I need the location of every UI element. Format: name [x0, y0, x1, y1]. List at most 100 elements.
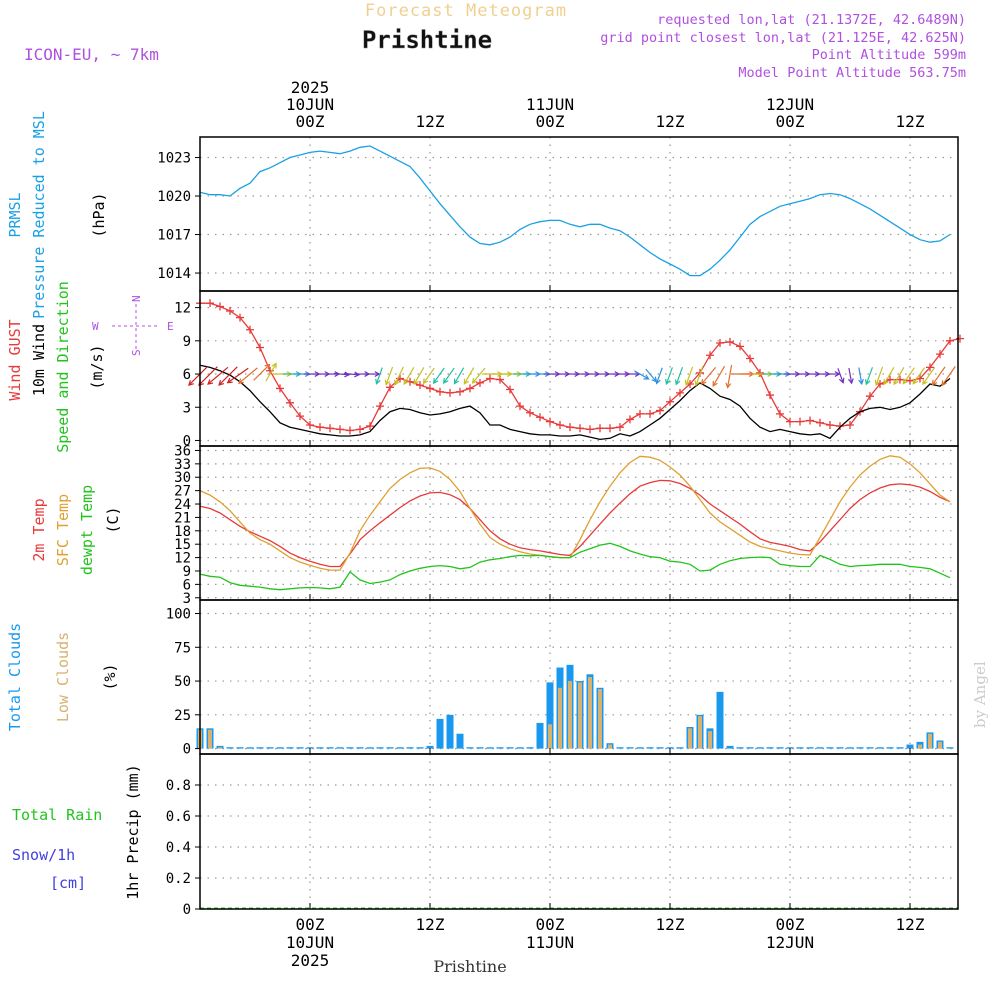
- time-top-0-1: 10JUN: [286, 95, 334, 114]
- ytick-label-temp-2: 9: [183, 564, 191, 580]
- wind-arrow-1: [198, 366, 218, 386]
- compass-e: E: [167, 320, 174, 333]
- time-top-4-0: 12JUN: [766, 95, 814, 114]
- cloud-low-bar-40: [598, 689, 602, 749]
- gust-marker-32: [516, 402, 524, 411]
- cloud-total-bar-53: [726, 745, 734, 749]
- gust-marker-45: [646, 409, 654, 418]
- wind-arrowhead-3: [218, 379, 225, 386]
- wind-arrow-25: [443, 367, 455, 384]
- ytick-label-temp-10: 33: [174, 457, 191, 473]
- wind-arrowhead-14: [344, 371, 351, 378]
- cloud-total-bar-69: [886, 747, 894, 749]
- gust-marker-16: [356, 425, 364, 434]
- gust-marker-42: [616, 423, 624, 432]
- labels-layer: 1014101710201023036912369121518212427303…: [6, 78, 925, 970]
- gust-marker-5: [246, 325, 254, 334]
- axis-label-wind-2: Speed and Direction: [54, 281, 72, 453]
- gust-marker-62: [816, 418, 824, 427]
- gust-marker-29: [486, 374, 494, 383]
- wind-arrowhead-70: [893, 379, 899, 386]
- wind-arrowhead-4: [226, 377, 233, 384]
- wind-arrow-50: [695, 366, 704, 386]
- ytick-label-clouds-3: 75: [174, 640, 191, 656]
- panel-frame-pressure: [199, 136, 959, 292]
- wind-arrow-26: [453, 367, 465, 384]
- wind-arrow-4: [227, 367, 249, 384]
- gust-marker-61: [806, 416, 814, 425]
- wind-arrowhead-74: [931, 379, 938, 386]
- gust-marker-8: [276, 384, 284, 393]
- gust-marker-48: [676, 388, 684, 397]
- gust-marker-64: [836, 422, 844, 431]
- cloud-total-bar-34: [536, 722, 544, 749]
- gust-marker-12: [316, 423, 324, 432]
- gust-marker-43: [626, 415, 634, 424]
- wind-arrowhead-46: [655, 378, 661, 385]
- gust-marker-74: [936, 350, 944, 359]
- gust-marker-11: [306, 420, 314, 429]
- wind-arrowhead-72: [912, 378, 919, 385]
- wind-arrowhead-7: [271, 362, 277, 369]
- wind-arrowhead-68: [874, 379, 881, 386]
- gust-marker-35: [546, 417, 554, 426]
- ytick-label-clouds-1: 25: [174, 708, 191, 724]
- cloud-low-bar-2: [218, 747, 222, 749]
- gust-marker-38: [576, 424, 584, 433]
- ytick-label-precip-3: 0.6: [166, 809, 191, 825]
- ytick-label-wind-0: 0: [183, 433, 191, 449]
- wind-arrow-45: [645, 368, 657, 382]
- cloud-total-bar-33: [526, 747, 534, 749]
- wind-arrowhead-51: [700, 378, 707, 385]
- wind-arrow-23: [423, 367, 435, 384]
- cloud-total-bar-23: [426, 745, 434, 749]
- cloud-total-bar-65: [846, 747, 854, 749]
- series-pressure-0: [199, 145, 951, 277]
- cloud-low-bar-35: [548, 724, 552, 749]
- gust-marker-19: [386, 383, 394, 392]
- cloud-total-bar-42: [616, 747, 624, 749]
- cloud-total-bar-20: [396, 747, 404, 749]
- ytick-label-temp-4: 15: [174, 537, 191, 553]
- time-top-2-0: 11JUN: [526, 95, 574, 114]
- axis-label-clouds-1: Low Clouds: [54, 632, 72, 722]
- gust-marker-36: [556, 420, 564, 429]
- time-top-4-1: 00Z: [776, 112, 805, 131]
- wind-arrowhead-69: [883, 379, 889, 386]
- model-name: ICON-EU, ~ 7km: [24, 45, 159, 64]
- wind-arrow-73: [922, 366, 936, 385]
- axis-label-precip-0: Total Rain: [12, 806, 102, 824]
- axis-label-wind-0: Wind GUST: [6, 319, 24, 400]
- wind-arrow-48: [675, 366, 684, 385]
- series-temp-0: [199, 479, 951, 568]
- gust-marker-27: [466, 384, 474, 393]
- cloud-total-bar-26: [456, 733, 464, 749]
- cloud-total-bar-57: [766, 747, 774, 749]
- wind-arrowhead-49: [684, 379, 691, 386]
- gust-marker-3: [226, 306, 234, 315]
- wind-arrow-2: [207, 366, 229, 385]
- cloud-total-bar-63: [826, 747, 834, 749]
- cloud-total-bar-27: [466, 747, 474, 749]
- cloud-total-bar-62: [816, 747, 824, 749]
- cloud-total-bar-14: [336, 747, 344, 749]
- wind-arrowhead-67: [864, 379, 871, 386]
- compass-cross: [112, 304, 160, 350]
- cloud-total-bar-61: [806, 747, 814, 749]
- wind-arrow-67: [865, 367, 874, 385]
- cloud-total-bar-47: [666, 747, 674, 749]
- ytick-label-pressure-0: 1014: [157, 266, 191, 282]
- requested-coords: requested lon,lat (21.1372E, 42.6489N): [657, 12, 966, 28]
- cloud-total-bar-60: [796, 747, 804, 749]
- time-top-0-0: 2025: [291, 78, 330, 97]
- cloud-total-bar-24: [436, 718, 444, 749]
- wind-arrow-46: [656, 367, 663, 384]
- cloud-total-bar-58: [776, 747, 784, 749]
- cloud-total-bar-30: [496, 747, 504, 749]
- panel-frame-temp: [199, 445, 959, 601]
- cloud-total-bar-67: [866, 747, 874, 749]
- cloud-total-bar-10: [296, 747, 304, 749]
- wind-arrowhead-0: [188, 380, 194, 386]
- gust-marker-40: [596, 424, 604, 433]
- wind-arrow-70: [893, 366, 905, 385]
